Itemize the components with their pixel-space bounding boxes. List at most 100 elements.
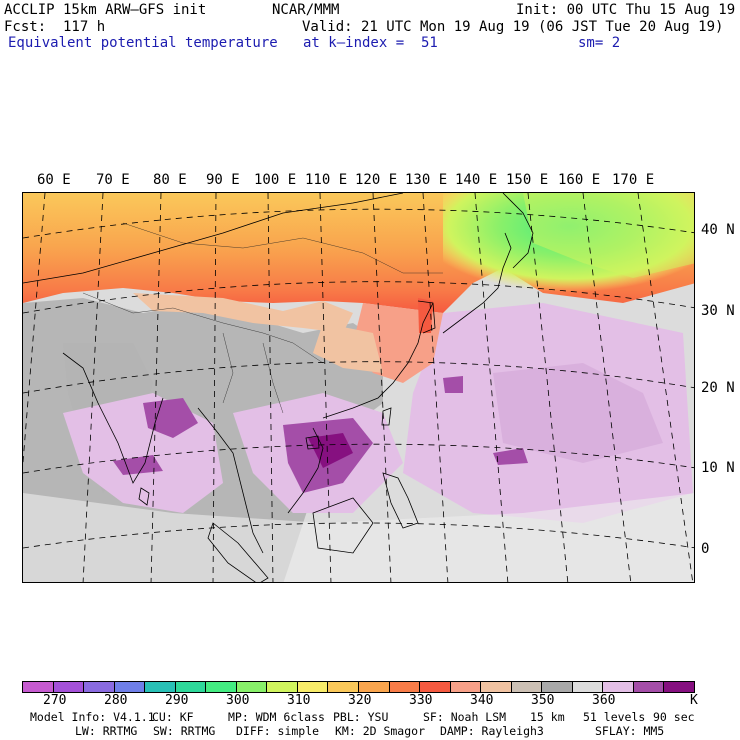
- footer-pbl: PBL: YSU: [333, 710, 389, 724]
- theta-e-map: [22, 192, 695, 583]
- footer-damp: DAMP: Rayleigh3: [440, 724, 544, 738]
- coastlines: [23, 193, 534, 582]
- model-title: ACCLIP 15km ARW–GFS init: [4, 2, 207, 18]
- colorbar-swatch: [175, 682, 207, 692]
- colorbar-swatch: [53, 682, 85, 692]
- colorbar-label: 350: [531, 693, 555, 708]
- lon-label: 130 E: [405, 172, 448, 188]
- colorbar-swatch: [481, 682, 512, 692]
- colorbar-swatch: [633, 682, 665, 692]
- lat-label: 0: [701, 541, 710, 557]
- taiwan: [381, 407, 392, 426]
- colorbar-label: 280: [104, 693, 128, 708]
- indochina-coast: [197, 407, 264, 554]
- colorbar-swatch: [297, 682, 329, 692]
- china-salmon-light: [313, 323, 383, 373]
- colorbar-swatch: [84, 682, 115, 692]
- korea: [417, 300, 436, 334]
- level-label: at k–index = 51: [303, 35, 438, 51]
- footer-sflay: SFLAY: MM5: [595, 724, 665, 738]
- lat-label: 30 N: [701, 303, 735, 319]
- north-yellow: [523, 193, 694, 278]
- colorbar-label: 270: [43, 693, 67, 708]
- lon-label: 160 E: [558, 172, 601, 188]
- footer-sw: SW: RRTMG: [153, 724, 216, 738]
- lon-label: 140 E: [455, 172, 498, 188]
- colorbar-swatch: [145, 682, 176, 692]
- smoothing-label: sm= 2: [578, 35, 621, 51]
- center-label: NCAR/MMM: [272, 2, 340, 18]
- colorbar-swatch: [389, 682, 421, 692]
- coast-north: [23, 193, 404, 284]
- lon-label: 80 E: [153, 172, 187, 188]
- valid-time: Valid: 21 UTC Mon 19 Aug 19 (06 JST Tue …: [302, 19, 724, 35]
- colorbar-swatch: [450, 682, 482, 692]
- philippines: [382, 472, 419, 529]
- colorbar-label: 360: [592, 693, 616, 708]
- forecast-hour: Fcst: 117 h: [4, 19, 106, 35]
- lon-label: 100 E: [254, 172, 297, 188]
- lon-label: 120 E: [355, 172, 398, 188]
- hainan: [305, 435, 320, 450]
- footer-sf: SF: Noah LSM: [423, 710, 507, 724]
- footer-diff: DIFF: simple: [236, 724, 320, 738]
- deep-purple-4: [113, 455, 163, 475]
- lon-label: 110 E: [305, 172, 348, 188]
- footer-lw: LW: RRTMG: [75, 724, 138, 738]
- colorbar-swatch: [236, 682, 268, 692]
- colorbar-label: 320: [348, 693, 372, 708]
- footer-mp: MP: WDM 6class: [228, 710, 325, 724]
- deep-purple-1: [143, 398, 198, 438]
- colorbar-label: 310: [287, 693, 311, 708]
- india-coast: [62, 352, 164, 484]
- china-coast: [322, 302, 434, 419]
- footer-km: KM: 2D Smagor: [335, 724, 426, 738]
- colorbar-unit: K: [690, 693, 698, 708]
- footer-levels: 51 levels: [583, 710, 646, 724]
- colorbar-label: 300: [226, 693, 250, 708]
- colorbar-swatch: [511, 682, 543, 692]
- colorbar-swatch: [328, 682, 360, 692]
- borneo: [312, 497, 374, 554]
- vietnam-coast: [287, 427, 324, 514]
- pacific-purple-2: [493, 363, 663, 463]
- okhotsk: [502, 193, 534, 269]
- colorbar-swatch: [603, 682, 634, 692]
- deep-purple-5: [443, 376, 463, 393]
- deep-purple-6: [493, 448, 528, 465]
- footer-cu: CU: KF: [152, 710, 194, 724]
- lon-label: 70 E: [96, 172, 130, 188]
- japan: [442, 232, 512, 334]
- lon-label: 170 E: [612, 172, 655, 188]
- colorbar-swatch: [114, 682, 146, 692]
- footer-model-info: Model Info: V4.1.1: [30, 710, 155, 724]
- lat-label: 10 N: [701, 460, 735, 476]
- colorbar-swatch: [542, 682, 573, 692]
- lon-label: 150 E: [506, 172, 549, 188]
- footer-resolution: 15 km: [530, 710, 565, 724]
- init-time: Init: 00 UTC Thu 15 Aug 19: [516, 2, 736, 18]
- colorbar-swatch: [267, 682, 298, 692]
- colorbar-label: 330: [409, 693, 433, 708]
- lon-label: 60 E: [37, 172, 71, 188]
- lat-label: 40 N: [701, 222, 735, 238]
- colorbar-swatch: [206, 682, 237, 692]
- colorbar-swatch: [359, 682, 390, 692]
- colorbar-swatch: [23, 682, 54, 692]
- colorbar-swatch: [420, 682, 451, 692]
- lon-label: 90 E: [206, 172, 240, 188]
- white-band-lower: [23, 493, 694, 582]
- colorbar-swatch: [572, 682, 604, 692]
- sumatra: [207, 522, 269, 582]
- field-name: Equivalent potential temperature: [8, 35, 278, 51]
- tibet-salmon: [133, 293, 353, 333]
- lat-label: 20 N: [701, 380, 735, 396]
- colorbar: [22, 681, 695, 693]
- korea-red: [418, 298, 433, 333]
- sri-lanka: [138, 487, 150, 506]
- colorbar-swatch: [664, 682, 695, 692]
- colorbar-label: 340: [470, 693, 494, 708]
- footer-timestep: 90 sec: [653, 710, 695, 724]
- colorbar-label: 290: [165, 693, 189, 708]
- deep-purple-3: [308, 433, 353, 468]
